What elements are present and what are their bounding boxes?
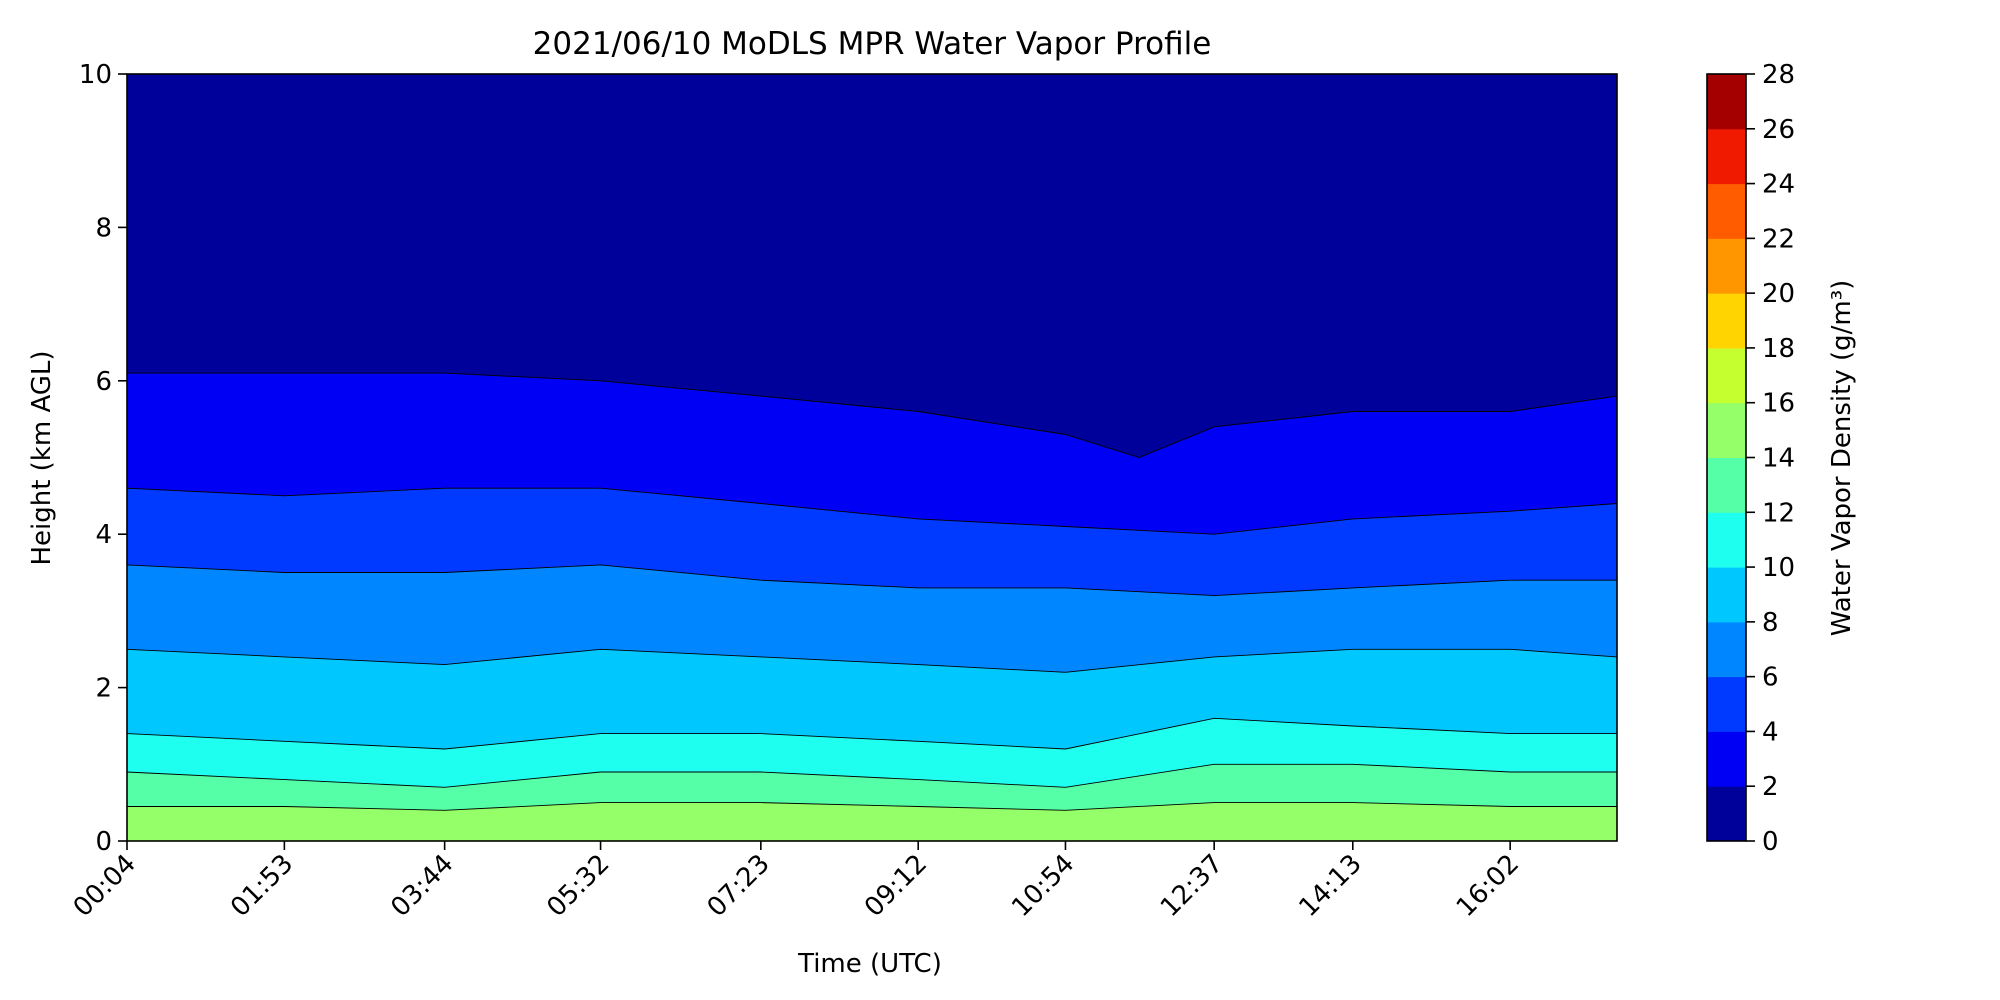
colorbar-swatch-14 — [1707, 402, 1746, 458]
colorbar-swatch-2 — [1707, 731, 1746, 787]
colorbar-swatch-24 — [1707, 128, 1746, 185]
colorbar-tick-label: 14 — [1762, 444, 1795, 474]
colorbar-tick-label: 24 — [1762, 170, 1795, 200]
colorbar-tick-label: 2 — [1762, 772, 1779, 802]
contour-band-14-16 — [127, 802, 1617, 841]
colorbar-tick-label: 20 — [1762, 279, 1795, 309]
colorbar-swatch-22 — [1707, 183, 1746, 239]
x-tick-label: 12:37 — [1155, 849, 1229, 923]
y-axis: 0 2 4 6 8 10 — [79, 60, 127, 857]
x-axis: 00:04 01:53 03:44 05:32 07:23 09:12 10:54 12:37… — [68, 841, 1525, 923]
chart-title: 2021/06/10 MoDLS MPR Water Vapor Profile — [533, 26, 1212, 62]
y-tick-label: 6 — [95, 367, 112, 397]
colorbar-tick-label: 12 — [1762, 498, 1795, 528]
x-tick-label: 01:53 — [225, 849, 299, 923]
x-tick-label: 00:04 — [68, 849, 142, 923]
colorbar-tick-label: 26 — [1762, 115, 1795, 145]
x-tick-label: 09:12 — [859, 849, 933, 923]
colorbar-label: Water Vapor Density (g/m³) — [1827, 280, 1857, 637]
plot-frame — [126, 73, 1618, 842]
x-axis-label: Time (UTC) — [797, 949, 942, 979]
colorbar-swatch-16 — [1707, 347, 1746, 404]
y-tick-label: 8 — [95, 213, 112, 243]
x-tick-label: 03:44 — [385, 849, 459, 923]
colorbar-tick-label: 22 — [1762, 224, 1795, 254]
colorbar-tick-label: 10 — [1762, 553, 1795, 583]
y-tick-label: 2 — [95, 674, 112, 704]
y-axis-label: Height (km AGL) — [27, 350, 57, 565]
colorbar-tick-label: 0 — [1762, 827, 1779, 857]
colorbar-tick-label: 4 — [1762, 717, 1779, 747]
x-tick-label: 16:02 — [1451, 849, 1525, 923]
colorbar-swatch-12 — [1707, 457, 1746, 513]
y-tick-label: 4 — [95, 520, 112, 550]
x-tick-label: 14:13 — [1294, 849, 1368, 923]
colorbar-swatch-0 — [1707, 786, 1746, 842]
colorbar-swatch-6 — [1707, 621, 1746, 678]
x-tick-label: 05:32 — [541, 849, 615, 923]
colorbar-swatch-4 — [1707, 676, 1746, 732]
colorbar-tick-label: 16 — [1762, 389, 1795, 419]
colorbar-tick-label: 18 — [1762, 334, 1795, 364]
y-tick-label: 0 — [95, 827, 112, 857]
colorbar-swatch-10 — [1707, 512, 1746, 568]
colorbar-swatch-20 — [1707, 238, 1746, 294]
colorbar-tick-label: 6 — [1762, 663, 1779, 693]
colorbar-swatch-26 — [1707, 74, 1746, 130]
plot-area — [127, 74, 1617, 841]
x-tick-label: 07:23 — [702, 849, 776, 923]
colorbar-swatch-8 — [1707, 567, 1746, 623]
y-tick-label: 10 — [79, 60, 112, 90]
colorbar-tick-label: 28 — [1762, 60, 1795, 90]
colorbar-swatch-18 — [1707, 293, 1746, 349]
x-tick-label: 10:54 — [1006, 849, 1080, 923]
colorbar — [1707, 74, 1746, 842]
colorbar-tick-label: 8 — [1762, 608, 1779, 638]
